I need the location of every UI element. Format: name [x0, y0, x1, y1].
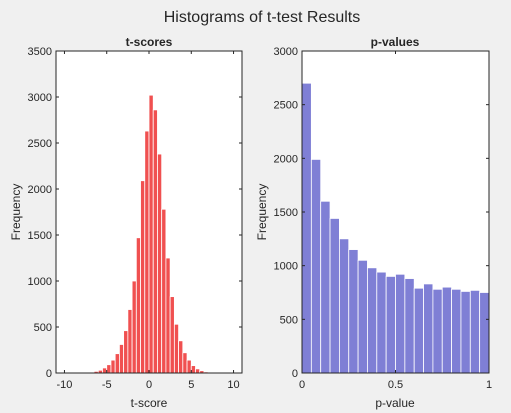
p-value-bar — [310, 159, 322, 374]
p-value-bar — [320, 200, 331, 374]
p-value-bar — [338, 238, 350, 374]
t-score-bar — [190, 365, 196, 374]
t-score-bar — [110, 359, 116, 374]
p-value-bar — [395, 273, 406, 374]
t-score-bar — [140, 180, 146, 374]
p-value-bar — [441, 286, 453, 374]
p-value-bar — [423, 283, 434, 374]
p-value-y-tick-label: 1000 — [274, 261, 298, 273]
p-value-bar — [357, 259, 368, 374]
p-value-y-tick-label: 2000 — [274, 153, 298, 165]
t-score-bar — [131, 280, 137, 374]
t-scores-ylabel: Frequency — [9, 184, 23, 241]
p-value-bar — [329, 218, 340, 374]
t-score-bar — [123, 330, 129, 374]
p-value-bar — [385, 275, 396, 374]
t-score-bar — [152, 109, 158, 374]
p-value-bar — [479, 292, 490, 374]
p-value-bar — [460, 291, 471, 374]
p-value-y-tick-label: 0 — [292, 368, 298, 380]
p-values-ylabel: Frequency — [255, 184, 269, 241]
p-value-bar — [348, 249, 359, 374]
t-score-bar — [144, 130, 150, 374]
t-scores-title: t-scores — [126, 35, 173, 49]
p-value-y-tick-label: 1500 — [274, 207, 298, 219]
p-value-y-tick-label: 2500 — [274, 100, 298, 112]
p-value-bar — [432, 288, 443, 374]
p-value-bar — [376, 271, 387, 374]
t-score-x-tick-label: -10 — [57, 379, 73, 391]
p-value-x-tick-label: 0.5 — [388, 379, 403, 391]
p-value-x-tick-label: 1 — [486, 379, 492, 391]
t-score-bar — [119, 344, 125, 374]
t-score-y-tick-label: 3500 — [28, 46, 52, 58]
p-values-xlabel: p-value — [375, 396, 415, 410]
t-scores-ticks: -10 -5 0 5 10 0 500 1000 1500 2000 2500 3000 3500 — [28, 46, 242, 391]
t-score-bar — [127, 309, 133, 374]
p-value-bar — [451, 288, 462, 374]
t-score-bar — [102, 367, 108, 374]
t-score-bar — [182, 352, 188, 374]
t-score-x-tick-label: -5 — [102, 379, 112, 391]
t-score-bar — [173, 323, 179, 374]
t-scores-panel: -10 -5 0 5 10 0 500 1000 1500 2000 2500 3000 3500 t-… — [9, 35, 243, 410]
t-score-bar — [178, 340, 184, 374]
t-score-y-tick-label: 3000 — [28, 92, 52, 104]
p-value-x-tick-label: 0 — [299, 379, 305, 391]
t-score-x-tick-label: 5 — [188, 379, 194, 391]
p-values-ticks: 0 0.5 1 0 500 1000 1500 2000 2500 3000 — [274, 46, 493, 391]
p-values-panel: 0 0.5 1 0 500 1000 1500 2000 2500 3000 p-values p… — [255, 35, 492, 410]
p-values-title: p-values — [371, 35, 420, 49]
p-value-bar — [367, 267, 378, 374]
t-score-bar — [106, 364, 112, 374]
p-value-bar — [404, 278, 415, 374]
t-score-x-tick-label: 10 — [227, 379, 239, 391]
t-score-bar — [148, 94, 154, 374]
p-value-bar — [413, 287, 424, 374]
t-score-bar — [186, 359, 192, 374]
t-score-bar — [114, 353, 120, 374]
t-score-y-tick-label: 2000 — [28, 184, 52, 196]
t-score-y-tick-label: 1500 — [28, 230, 52, 242]
p-value-y-tick-label: 500 — [280, 314, 298, 326]
t-score-y-tick-label: 1000 — [28, 276, 52, 288]
t-score-bar — [165, 257, 171, 374]
p-value-bar — [301, 82, 312, 374]
p-value-y-tick-label: 3000 — [274, 46, 298, 58]
p-value-bar — [469, 289, 481, 374]
t-score-y-tick-label: 2500 — [28, 138, 52, 150]
t-score-bar — [195, 368, 201, 374]
t-score-y-tick-label: 500 — [34, 322, 52, 334]
t-scores-xlabel: t-score — [131, 396, 168, 410]
t-score-y-tick-label: 0 — [46, 368, 52, 380]
t-score-bar — [157, 153, 163, 374]
t-score-bar — [161, 208, 167, 374]
t-score-x-tick-label: 0 — [146, 379, 152, 391]
t-score-bar — [169, 296, 175, 374]
figure-title: Histograms of t-test Results — [164, 9, 361, 26]
t-score-bar — [135, 237, 141, 374]
